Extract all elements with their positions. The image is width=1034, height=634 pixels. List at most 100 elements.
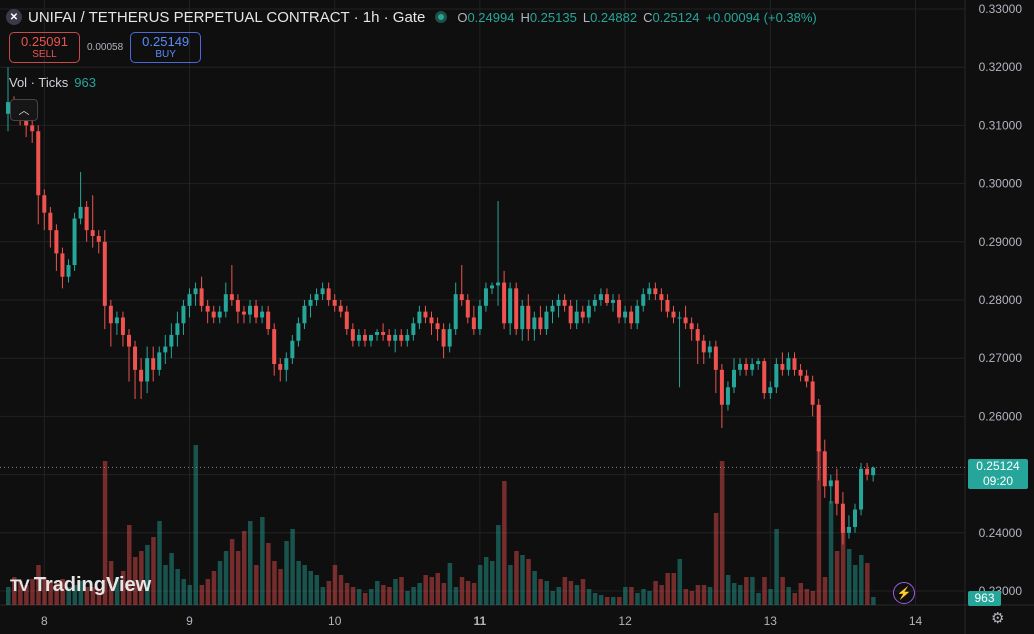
volume-bar bbox=[278, 569, 283, 605]
symbol-title[interactable]: UNIFAI / TETHERUS PERPETUAL CONTRACT · 1… bbox=[28, 8, 426, 26]
volume-bar bbox=[199, 585, 205, 605]
volume-bar bbox=[859, 555, 864, 605]
candle-body bbox=[532, 317, 537, 330]
candle-body bbox=[689, 323, 694, 330]
candle-body bbox=[290, 340, 295, 359]
volume-bar bbox=[54, 583, 59, 605]
time-tick-label: 14 bbox=[909, 614, 923, 628]
volume-bar bbox=[502, 481, 507, 605]
candle-body bbox=[756, 361, 761, 365]
volume-bar bbox=[526, 559, 531, 605]
volume-bar bbox=[750, 577, 755, 605]
volume-bar bbox=[853, 565, 858, 605]
candle-body bbox=[223, 294, 228, 312]
volume-bar bbox=[223, 551, 229, 605]
candle-body bbox=[683, 317, 688, 324]
candle-body bbox=[375, 332, 380, 335]
candle-body bbox=[671, 311, 676, 318]
volume-bar bbox=[235, 551, 241, 605]
candle-body bbox=[229, 294, 234, 300]
trade-panel: 0.25091 SELL 0.00058 0.25149 BUY bbox=[9, 32, 202, 63]
candle-body bbox=[641, 294, 646, 306]
tradingview-mark-icon: TV bbox=[10, 575, 30, 595]
volume-bar bbox=[780, 577, 785, 605]
candle-body bbox=[344, 311, 349, 330]
volume-legend[interactable]: Vol · Ticks 963 bbox=[9, 75, 96, 90]
volume-bar bbox=[713, 513, 719, 605]
candle-body bbox=[526, 305, 531, 330]
collapse-chevron-up-icon[interactable]: ︿ bbox=[10, 99, 38, 121]
volume-bar bbox=[732, 583, 737, 605]
candle-body bbox=[750, 364, 755, 370]
volume-bar bbox=[393, 579, 398, 605]
sell-button[interactable]: 0.25091 SELL bbox=[9, 32, 80, 63]
volume-bar bbox=[18, 581, 23, 605]
candle-body bbox=[193, 288, 198, 295]
price-axis[interactable]: 0.33000 0.32000 0.31000 0.30000 0.29000 0.280… bbox=[979, 2, 1023, 598]
buy-button[interactable]: 0.25149 BUY bbox=[130, 32, 202, 63]
volume-bar bbox=[24, 585, 29, 605]
candle-body bbox=[453, 294, 458, 330]
candle-body bbox=[562, 300, 567, 306]
price-tick-label: 0.31000 bbox=[979, 118, 1023, 132]
candle-body bbox=[78, 206, 83, 219]
volume-bar bbox=[284, 541, 289, 605]
gear-icon[interactable]: ⚙ bbox=[991, 610, 1005, 627]
volume-bar bbox=[356, 589, 362, 605]
candle-body bbox=[217, 311, 222, 318]
volume-bar bbox=[211, 571, 217, 605]
candle-body bbox=[163, 346, 168, 353]
volume-bar bbox=[229, 539, 235, 605]
volume-bar bbox=[623, 587, 628, 605]
volume-bar bbox=[490, 561, 495, 605]
candle-body bbox=[719, 369, 724, 405]
candle-body bbox=[205, 305, 210, 312]
candle-body bbox=[725, 387, 730, 405]
candle-body bbox=[272, 329, 277, 365]
volume-bar bbox=[175, 569, 180, 605]
volume-bar bbox=[96, 589, 102, 605]
candle-body bbox=[592, 300, 597, 306]
market-status-icon[interactable] bbox=[435, 11, 448, 23]
tradingview-logo[interactable]: TV TradingView bbox=[10, 574, 151, 597]
volume-bar bbox=[453, 587, 459, 605]
bar-countdown: 09:20 bbox=[982, 474, 1014, 488]
time-tick-label: 8 bbox=[41, 614, 48, 628]
volume-bar bbox=[768, 589, 773, 605]
open-value: 0.24994 bbox=[467, 9, 515, 25]
candle-body bbox=[798, 369, 803, 376]
time-axis[interactable]: 8 9 10 11 12 13 14 bbox=[41, 614, 923, 628]
candle-body bbox=[417, 311, 422, 324]
buy-label: BUY bbox=[155, 49, 176, 61]
candle-body bbox=[284, 358, 289, 370]
candle-body bbox=[102, 241, 107, 306]
price-tick-label: 0.33000 bbox=[979, 2, 1023, 16]
volume-bar bbox=[562, 577, 568, 605]
candle-body bbox=[114, 317, 119, 324]
candle-body bbox=[447, 329, 452, 347]
volume-bar bbox=[580, 579, 586, 605]
volume-bar bbox=[586, 589, 592, 605]
time-tick-label: 10 bbox=[328, 614, 342, 628]
volume-bar bbox=[792, 593, 797, 605]
volume-bars bbox=[6, 445, 876, 605]
volume-bar bbox=[647, 591, 652, 605]
candle-body bbox=[768, 387, 773, 394]
candle-body bbox=[865, 468, 870, 475]
volume-bar bbox=[375, 581, 380, 605]
volume-bar bbox=[344, 583, 350, 605]
volume-bar bbox=[671, 573, 676, 605]
buy-price: 0.25149 bbox=[142, 33, 190, 49]
volume-bar bbox=[332, 565, 338, 605]
last-price-tag: 0.25124 09:20 bbox=[968, 459, 1028, 489]
volume-bar bbox=[810, 591, 816, 605]
volume-bar bbox=[611, 597, 616, 605]
candle-body bbox=[574, 311, 579, 324]
volume-bar bbox=[266, 543, 271, 605]
candle-body bbox=[859, 468, 864, 510]
candle-body bbox=[611, 300, 615, 303]
candle-body bbox=[423, 311, 428, 318]
volume-bar bbox=[423, 575, 428, 605]
lightning-icon[interactable]: ⚡ bbox=[893, 582, 915, 604]
